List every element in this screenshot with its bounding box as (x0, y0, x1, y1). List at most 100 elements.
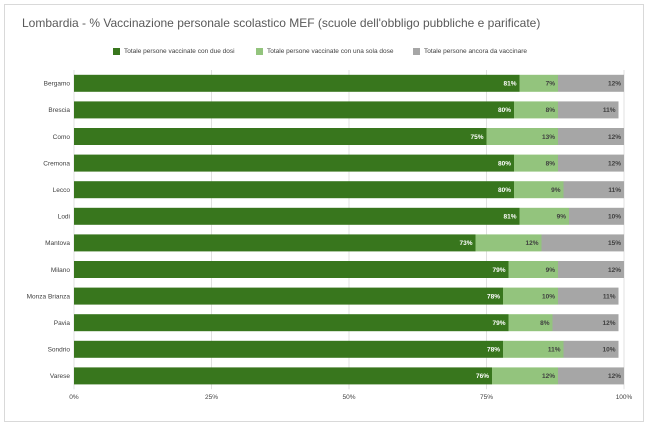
bar-segment (558, 367, 624, 385)
category-label: Lecco (53, 187, 71, 194)
bar-segment (486, 128, 558, 145)
bar-segment (558, 74, 624, 92)
chart-title: Lombardia - % Vaccinazione personale sco… (22, 16, 541, 30)
category-label: Varese (50, 373, 70, 380)
bar-segment (558, 287, 619, 305)
data-label: 12% (608, 267, 621, 274)
bar-segment (492, 367, 558, 385)
bar-segment (558, 261, 624, 278)
bar-segment (558, 154, 624, 172)
x-tick-label: 75% (480, 394, 493, 401)
bar-segment (74, 234, 476, 252)
category-label: Como (53, 134, 71, 141)
category-label: Mantova (45, 240, 70, 247)
bar-segment (514, 154, 558, 172)
data-label: 73% (459, 240, 472, 247)
bar-segment (541, 234, 624, 252)
legend-item: Totale persone vaccinate con due dosi (113, 45, 235, 57)
bar-segment (74, 74, 520, 92)
data-label: 80% (498, 160, 511, 167)
bar-segment (552, 314, 619, 332)
category-label: Bergamo (44, 81, 71, 88)
data-label: 78% (487, 347, 500, 354)
category-label: Pavia (54, 320, 71, 327)
data-label: 9% (551, 187, 561, 194)
category-label: Sondrio (48, 347, 71, 354)
data-label: 81% (503, 214, 516, 221)
x-tick-label: 25% (205, 394, 218, 401)
bar-segment (74, 314, 509, 332)
data-label: 12% (608, 373, 621, 380)
legend-swatch (413, 47, 420, 55)
bar-segment (503, 340, 564, 358)
bar-segment (558, 101, 619, 119)
bar-segment (74, 367, 492, 385)
bar-segment (558, 128, 624, 145)
bar-segment (475, 234, 542, 252)
bar-segment (569, 207, 624, 225)
bar-segment (74, 261, 509, 278)
data-label: 80% (498, 107, 511, 114)
legend-label: Totale persone vaccinate con una sola do… (267, 47, 394, 55)
legend-swatch (113, 47, 120, 55)
category-label: Lodi (58, 214, 70, 221)
bar-segment (74, 101, 514, 119)
data-label: 78% (487, 293, 500, 300)
data-label: 7% (546, 81, 556, 88)
bar-segment (74, 154, 514, 172)
data-label: 10% (608, 214, 621, 221)
bar-segment (503, 287, 558, 305)
bar-segment (563, 340, 619, 358)
category-label: Cremona (43, 160, 70, 167)
legend-label: Totale persone ancora da vaccinare (424, 47, 527, 55)
bar-segment (74, 128, 487, 145)
bar-segment (74, 181, 514, 199)
bar-segment (514, 101, 558, 119)
data-label: 9% (546, 267, 556, 274)
bar-segment (519, 74, 558, 92)
bar-segment (563, 181, 624, 199)
data-label: 79% (492, 320, 505, 327)
bar-segment (74, 340, 503, 358)
x-tick-label: 50% (342, 394, 355, 401)
bar-segment (519, 207, 569, 225)
bar-segment (508, 314, 553, 332)
data-label: 10% (602, 347, 615, 354)
data-label: 12% (525, 240, 538, 247)
bar-segment (514, 181, 564, 199)
data-label: 79% (492, 267, 505, 274)
category-label: Brescia (48, 107, 70, 114)
data-label: 75% (470, 134, 483, 141)
data-label: 12% (608, 81, 621, 88)
data-label: 11% (548, 347, 561, 354)
data-label: 10% (542, 293, 555, 300)
data-label: 13% (542, 134, 555, 141)
data-label: 11% (603, 107, 616, 114)
data-label: 8% (546, 160, 556, 167)
data-label: 80% (498, 187, 511, 194)
data-label: 11% (608, 187, 621, 194)
data-label: 12% (602, 320, 615, 327)
data-label: 12% (542, 373, 555, 380)
bar-segment (74, 287, 503, 305)
legend-item: Totale persone vaccinate con una sola do… (256, 45, 393, 57)
legend-swatch (256, 47, 263, 55)
data-label: 8% (540, 320, 550, 327)
category-label: Milano (51, 267, 71, 274)
category-label: Monza Brianza (27, 293, 71, 300)
data-label: 76% (476, 373, 489, 380)
bar-segment (74, 207, 520, 225)
legend-item: Totale persone ancora da vaccinare (413, 45, 527, 57)
data-label: 8% (546, 107, 556, 114)
x-tick-label: 0% (69, 394, 79, 401)
data-label: 9% (557, 214, 567, 221)
x-tick-label: 100% (616, 394, 633, 401)
legend-label: Totale persone vaccinate con due dosi (124, 47, 235, 55)
data-label: 12% (608, 160, 621, 167)
data-label: 15% (608, 240, 621, 247)
bar-segment (508, 261, 558, 278)
data-label: 11% (603, 293, 616, 300)
chart-legend: Totale persone vaccinate con due dosi Tot… (0, 45, 650, 57)
data-label: 12% (608, 134, 621, 141)
